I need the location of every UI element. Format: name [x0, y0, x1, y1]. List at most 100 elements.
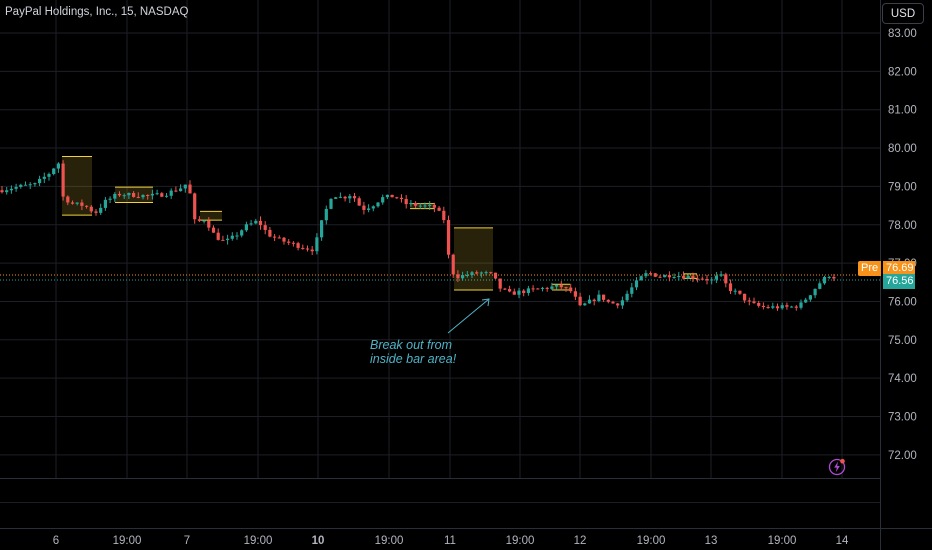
candle-body: [681, 276, 686, 279]
candle-body: [188, 184, 192, 194]
candle-body: [282, 237, 286, 242]
candle-body: [630, 287, 634, 294]
candle-body: [146, 194, 150, 196]
candle-body: [28, 184, 32, 186]
candle-body: [583, 303, 587, 306]
candle-body: [677, 276, 681, 278]
candle-body: [653, 273, 657, 277]
candle-body: [822, 276, 827, 284]
candle-body: [202, 220, 206, 222]
candle-body: [5, 190, 9, 193]
candle-body: [512, 291, 516, 295]
candle-body: [555, 284, 559, 287]
candle-body: [296, 243, 300, 248]
candle-body: [240, 230, 244, 236]
time-tick-label: 13: [705, 535, 718, 547]
candle-body: [263, 225, 267, 230]
price-tick-label: 82.00: [888, 66, 917, 78]
candle-body: [780, 305, 784, 309]
candle-body: [85, 205, 89, 207]
candle-body: [174, 190, 178, 192]
time-tick-label: 19:00: [244, 535, 273, 547]
time-tick-label: 19:00: [637, 535, 666, 547]
price-tick-label: 79.00: [888, 181, 917, 193]
candle-body: [94, 211, 98, 213]
candle-body: [404, 199, 408, 205]
candle-body: [616, 303, 620, 306]
candle-body: [479, 272, 483, 274]
candle-body: [766, 307, 770, 309]
candle-body: [790, 306, 794, 308]
candle-body: [42, 176, 46, 179]
annotation-line-2: inside bar area!: [370, 352, 457, 366]
candle-body: [244, 224, 248, 231]
candle-body: [602, 294, 606, 300]
candle-body: [33, 183, 37, 185]
candle-body: [291, 242, 295, 244]
candle-body: [0, 190, 4, 193]
candle-body: [334, 197, 338, 199]
time-tick-label: 19:00: [506, 535, 535, 547]
candle-body: [164, 195, 169, 197]
lightning-icon[interactable]: [828, 458, 846, 476]
candle-body: [714, 275, 718, 280]
candle-body: [461, 275, 465, 279]
annotation-line-1: Break out from: [370, 338, 452, 352]
candle-body: [465, 275, 469, 277]
time-tick-label: 7: [184, 535, 190, 547]
candle-body: [569, 287, 573, 292]
candle-body: [620, 300, 624, 306]
candle-body: [775, 306, 780, 309]
candle-body: [710, 279, 714, 281]
candle-body: [117, 193, 122, 196]
candle-body: [141, 194, 145, 198]
candle-body: [794, 306, 798, 308]
candle-body: [56, 163, 60, 169]
candle-body: [733, 290, 737, 292]
candle-body: [498, 278, 502, 289]
candle-body: [738, 290, 742, 294]
candle-body: [526, 288, 530, 293]
candle-body: [592, 299, 596, 301]
time-tick-label: 12: [574, 535, 587, 547]
candle-body: [409, 203, 413, 205]
candle-body: [484, 272, 488, 274]
candle-body: [428, 205, 432, 207]
symbol-title: PayPal Holdings, Inc., 15, NASDAQ: [5, 6, 189, 18]
candle-body: [414, 203, 418, 206]
price-axis[interactable]: 83.0082.0081.0080.0079.0078.0077.0076.00…: [888, 28, 917, 462]
candle-body: [418, 205, 422, 207]
candle-body: [338, 196, 342, 198]
candle-body: [211, 227, 216, 233]
candle-body: [799, 302, 803, 308]
candle-body: [329, 198, 333, 209]
candle-body: [691, 276, 695, 279]
candle-body: [573, 291, 577, 297]
candle-body: [540, 287, 545, 289]
currency-button[interactable]: USD: [882, 3, 924, 24]
candle-body: [113, 193, 117, 199]
candle-body: [99, 207, 103, 213]
candle-body: [399, 197, 404, 200]
candle-body: [423, 205, 427, 207]
candle-body: [531, 288, 535, 290]
candle-body: [451, 254, 455, 275]
time-tick-label: 11: [444, 535, 456, 547]
candle-body: [724, 274, 728, 284]
candle-body: [625, 293, 629, 301]
annotation-text: Break out from inside bar area!: [370, 338, 456, 366]
price-tick-label: 74.00: [888, 373, 917, 385]
candle-body: [273, 236, 277, 238]
candle-body: [503, 288, 507, 290]
candle-body: [728, 283, 733, 292]
candle-body: [634, 280, 639, 288]
time-axis[interactable]: 6 19:00 7 19:00 10 19:00 11 19:00 12 19:00 13 19:00…: [53, 535, 849, 547]
candle-body: [606, 299, 610, 302]
candle-body: [367, 208, 371, 210]
last-price: 76.56: [883, 274, 915, 289]
candle-body: [226, 238, 230, 240]
candle-body: [66, 196, 70, 203]
candle-body: [376, 202, 380, 207]
